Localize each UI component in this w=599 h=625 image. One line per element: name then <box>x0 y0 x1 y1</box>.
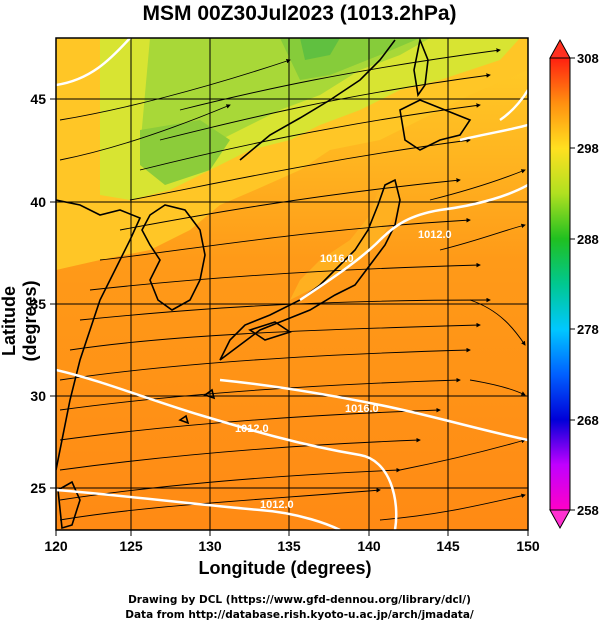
green-patch <box>300 38 340 60</box>
y-tick-label: 40 <box>30 194 46 210</box>
streamlines <box>59 48 526 521</box>
x-axis-label: Longitude (degrees) <box>198 558 372 578</box>
plot-area: 1012.0 1016.0 1012.0 1016.0 1012.0 <box>56 38 528 530</box>
colorbar: 308 298 288 278 268 258 <box>549 38 599 530</box>
isobar-label-1016-a: 1016.0 <box>345 403 379 415</box>
colorbar-tick-label: 288 <box>577 232 599 247</box>
x-tick-label: 125 <box>119 538 143 554</box>
colorbar-scale <box>549 57 571 511</box>
y-tick-label: 45 <box>30 91 46 107</box>
isobar-label-1016-b: 1016.0 <box>320 253 354 265</box>
isobar-label-1012-c: 1012.0 <box>418 229 452 241</box>
colorbar-tick-label: 278 <box>577 322 599 337</box>
isobars <box>56 38 528 530</box>
x-tick-marks <box>55 530 529 536</box>
x-tick-label: 150 <box>516 538 540 554</box>
colorbar-max-arrow <box>549 38 571 59</box>
coolest-region-manchuria <box>140 120 230 185</box>
isobar-label-1012-a: 1012.0 <box>235 423 269 435</box>
plot-frame <box>55 37 529 531</box>
y-tick-label: 30 <box>30 388 46 404</box>
isobar-label-1012-b: 1012.0 <box>260 499 294 511</box>
credit-drawing: Drawing by DCL (https://www.gfd-dennou.o… <box>128 594 471 606</box>
credit-data: Data from http://database.rish.kyoto-u.a… <box>125 609 474 621</box>
colorbar-tick-label: 258 <box>577 503 599 518</box>
colorbar-min-arrow <box>549 509 571 530</box>
x-tick-label: 120 <box>44 538 68 554</box>
japan-land-fill <box>290 180 400 300</box>
y-tick-label: 25 <box>30 480 46 496</box>
y-tick-marks <box>50 98 56 489</box>
x-tick-label: 135 <box>277 538 301 554</box>
map-title: MSM 00Z30Jul2023 (1013.2hPa) <box>142 2 457 25</box>
x-tick-label: 140 <box>357 538 381 554</box>
colorbar-tick-label: 268 <box>577 413 599 428</box>
colorbar-tick-label: 308 <box>577 51 599 66</box>
colorbar-tick-label: 298 <box>577 141 599 156</box>
x-tick-label: 145 <box>436 538 460 554</box>
coastlines <box>56 38 472 530</box>
y-tick-label: 35 <box>30 296 46 312</box>
y-axis-label: Latitude (degrees) <box>0 280 40 362</box>
x-tick-label: 130 <box>198 538 222 554</box>
